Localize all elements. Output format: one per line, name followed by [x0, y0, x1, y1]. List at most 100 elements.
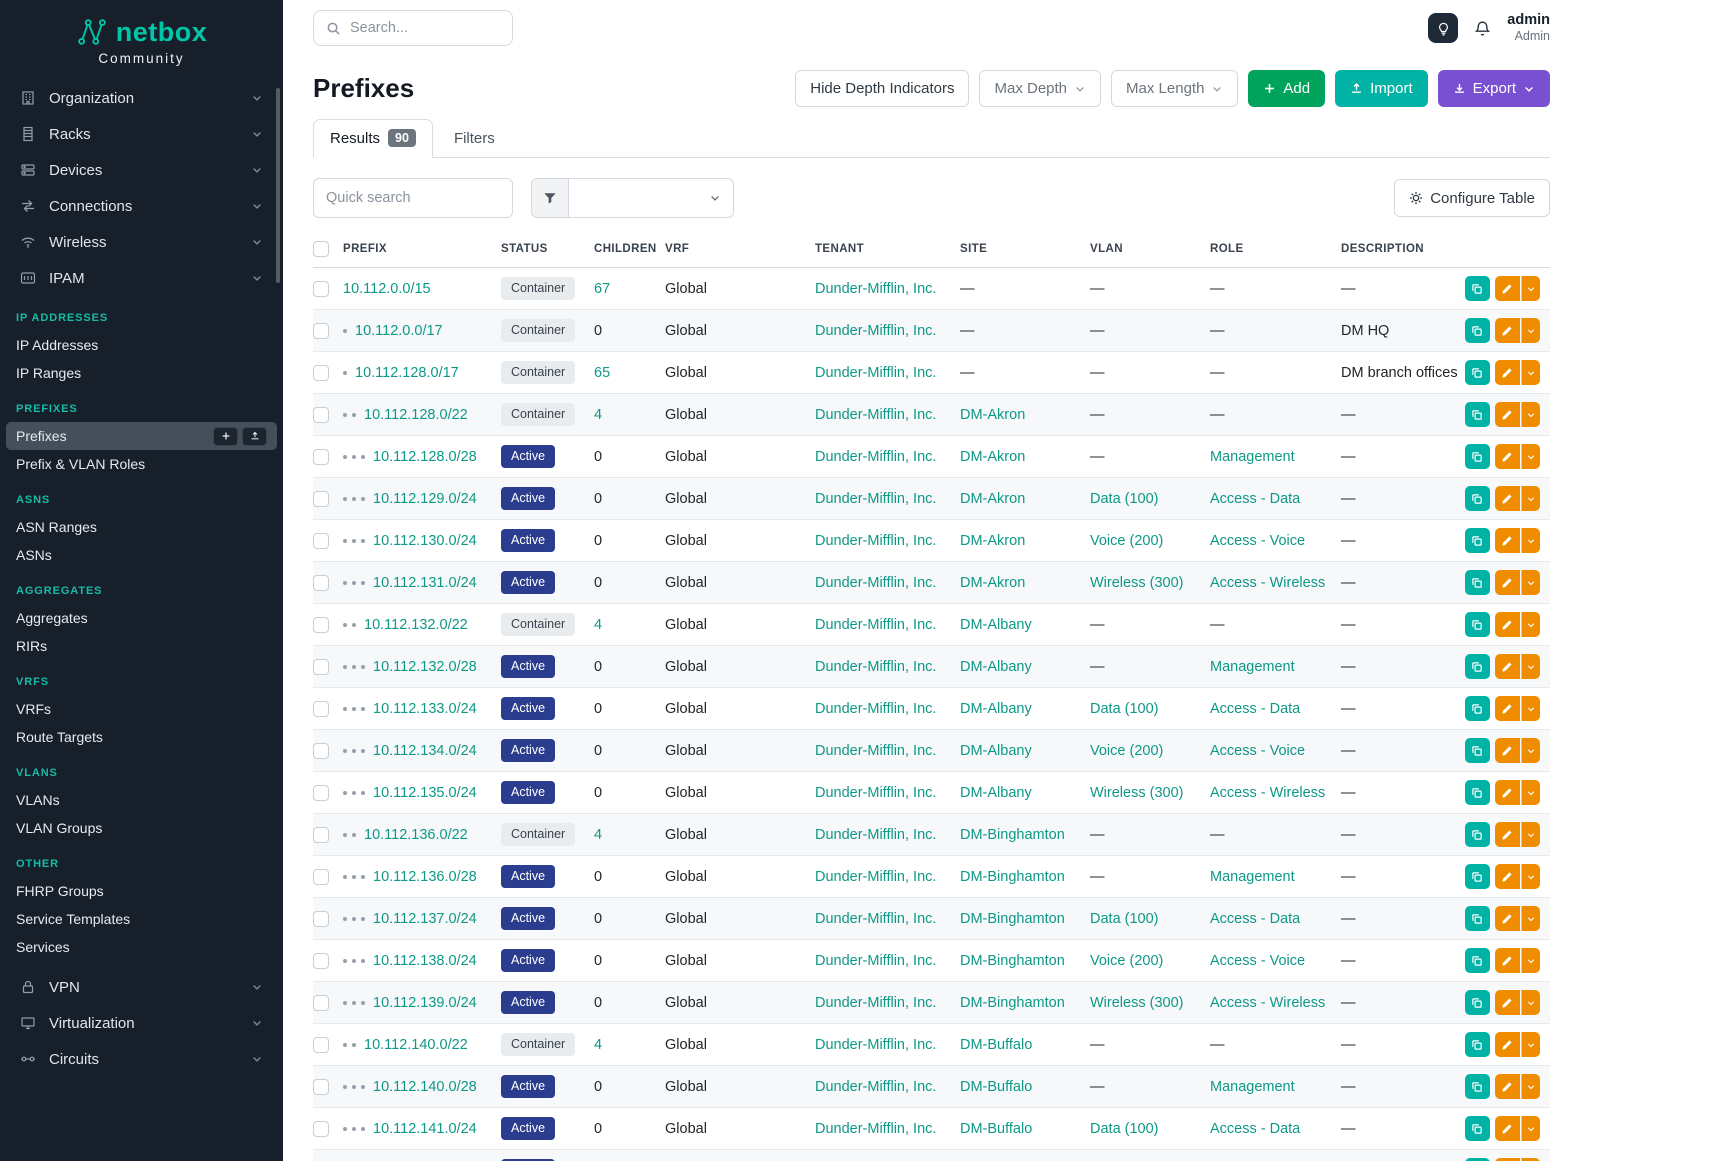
sidebar-item-wireless[interactable]: Wireless: [0, 224, 283, 260]
role-link[interactable]: Access - Data: [1210, 1121, 1300, 1137]
row-checkbox[interactable]: [313, 449, 329, 465]
copy-button[interactable]: [1465, 1032, 1490, 1057]
role-link[interactable]: Access - Wireless: [1210, 995, 1325, 1011]
site-link[interactable]: DM-Binghamton: [960, 953, 1065, 969]
tenant-link[interactable]: Dunder-Mifflin, Inc.: [815, 407, 936, 423]
copy-button[interactable]: [1465, 654, 1490, 679]
prefix-link[interactable]: 10.112.129.0/24: [373, 491, 477, 507]
prefix-link[interactable]: 10.112.128.0/17: [355, 365, 459, 381]
tenant-link[interactable]: Dunder-Mifflin, Inc.: [815, 617, 936, 633]
row-checkbox[interactable]: [313, 491, 329, 507]
row-checkbox[interactable]: [313, 743, 329, 759]
tenant-link[interactable]: Dunder-Mifflin, Inc.: [815, 911, 936, 927]
notifications-button[interactable]: [1474, 20, 1491, 37]
edit-dropdown-button[interactable]: [1521, 906, 1540, 931]
edit-button[interactable]: [1495, 444, 1520, 469]
row-checkbox[interactable]: [313, 659, 329, 675]
edit-button[interactable]: [1495, 570, 1520, 595]
edit-button[interactable]: [1495, 402, 1520, 427]
sidebar-item-route-targets[interactable]: Route Targets: [6, 723, 277, 751]
tenant-link[interactable]: Dunder-Mifflin, Inc.: [815, 575, 936, 591]
edit-dropdown-button[interactable]: [1521, 612, 1540, 637]
copy-button[interactable]: [1465, 528, 1490, 553]
copy-button[interactable]: [1465, 990, 1490, 1015]
vlan-link[interactable]: Voice (200): [1090, 743, 1163, 759]
role-link[interactable]: Management: [1210, 449, 1295, 465]
edit-button[interactable]: [1495, 696, 1520, 721]
prefix-link[interactable]: 10.112.130.0/24: [373, 533, 477, 549]
prefix-link[interactable]: 10.112.133.0/24: [373, 701, 477, 717]
tenant-link[interactable]: Dunder-Mifflin, Inc.: [815, 701, 936, 717]
tab-results[interactable]: Results 90: [313, 119, 433, 158]
edit-dropdown-button[interactable]: [1521, 780, 1540, 805]
row-checkbox[interactable]: [313, 785, 329, 801]
edit-dropdown-button[interactable]: [1521, 402, 1540, 427]
prefix-link[interactable]: 10.112.135.0/24: [373, 785, 477, 801]
edit-dropdown-button[interactable]: [1521, 696, 1540, 721]
tenant-link[interactable]: Dunder-Mifflin, Inc.: [815, 365, 936, 381]
add-quick-button[interactable]: [213, 427, 238, 446]
site-link[interactable]: DM-Binghamton: [960, 911, 1065, 927]
row-checkbox[interactable]: [313, 953, 329, 969]
children-link[interactable]: 65: [594, 365, 610, 381]
edit-button[interactable]: [1495, 276, 1520, 301]
export-button[interactable]: Export: [1438, 70, 1550, 107]
vlan-link[interactable]: Voice (200): [1090, 953, 1163, 969]
edit-dropdown-button[interactable]: [1521, 1074, 1540, 1099]
role-link[interactable]: Access - Data: [1210, 701, 1300, 717]
tenant-link[interactable]: Dunder-Mifflin, Inc.: [815, 1121, 936, 1137]
sidebar-item-service-templates[interactable]: Service Templates: [6, 905, 277, 933]
filter-button[interactable]: [531, 178, 569, 218]
tenant-link[interactable]: Dunder-Mifflin, Inc.: [815, 449, 936, 465]
site-link[interactable]: DM-Akron: [960, 533, 1025, 549]
hide-depth-indicators-button[interactable]: Hide Depth Indicators: [795, 70, 969, 107]
children-link[interactable]: 4: [594, 617, 602, 633]
sidebar-item-circuits[interactable]: Circuits: [0, 1041, 283, 1077]
tenant-link[interactable]: Dunder-Mifflin, Inc.: [815, 281, 936, 297]
copy-button[interactable]: [1465, 780, 1490, 805]
tenant-link[interactable]: Dunder-Mifflin, Inc.: [815, 533, 936, 549]
edit-button[interactable]: [1495, 864, 1520, 889]
site-link[interactable]: DM-Buffalo: [960, 1079, 1032, 1095]
site-link[interactable]: DM-Albany: [960, 617, 1032, 633]
vlan-link[interactable]: Voice (200): [1090, 533, 1163, 549]
copy-button[interactable]: [1465, 570, 1490, 595]
tenant-link[interactable]: Dunder-Mifflin, Inc.: [815, 323, 936, 339]
sidebar-item-ip-ranges[interactable]: IP Ranges: [6, 359, 277, 387]
prefix-link[interactable]: 10.112.128.0/22: [364, 407, 468, 423]
vlan-link[interactable]: Data (100): [1090, 701, 1159, 717]
edit-dropdown-button[interactable]: [1521, 360, 1540, 385]
import-quick-button[interactable]: [242, 427, 267, 446]
prefix-link[interactable]: 10.112.137.0/24: [373, 911, 477, 927]
edit-dropdown-button[interactable]: [1521, 528, 1540, 553]
row-checkbox[interactable]: [313, 827, 329, 843]
role-link[interactable]: Access - Voice: [1210, 533, 1305, 549]
edit-dropdown-button[interactable]: [1521, 1116, 1540, 1141]
import-button[interactable]: Import: [1335, 70, 1428, 107]
edit-button[interactable]: [1495, 948, 1520, 973]
edit-button[interactable]: [1495, 654, 1520, 679]
sidebar-item-vlans[interactable]: VLANs: [6, 786, 277, 814]
children-link[interactable]: 4: [594, 407, 602, 423]
prefix-link[interactable]: 10.112.140.0/22: [364, 1037, 468, 1053]
sidebar-item-vlan-groups[interactable]: VLAN Groups: [6, 814, 277, 842]
prefix-link[interactable]: 10.112.128.0/28: [373, 449, 477, 465]
prefix-link[interactable]: 10.112.0.0/15: [343, 281, 431, 297]
prefix-link[interactable]: 10.112.134.0/24: [373, 743, 477, 759]
sidebar-item-ipam[interactable]: IPAM: [0, 260, 283, 296]
site-link[interactable]: DM-Akron: [960, 575, 1025, 591]
logo[interactable]: netbox Community: [0, 0, 283, 74]
edit-button[interactable]: [1495, 1074, 1520, 1099]
prefix-link[interactable]: 10.112.0.0/17: [355, 323, 443, 339]
sidebar-item-services[interactable]: Services: [6, 933, 277, 961]
copy-button[interactable]: [1465, 444, 1490, 469]
saved-filter-select[interactable]: [569, 178, 734, 218]
role-link[interactable]: Access - Data: [1210, 491, 1300, 507]
copy-button[interactable]: [1465, 402, 1490, 427]
user-menu[interactable]: admin Admin: [1507, 11, 1550, 45]
children-link[interactable]: 4: [594, 827, 602, 843]
copy-button[interactable]: [1465, 738, 1490, 763]
children-link[interactable]: 67: [594, 281, 610, 297]
site-link[interactable]: DM-Binghamton: [960, 827, 1065, 843]
role-link[interactable]: Management: [1210, 659, 1295, 675]
